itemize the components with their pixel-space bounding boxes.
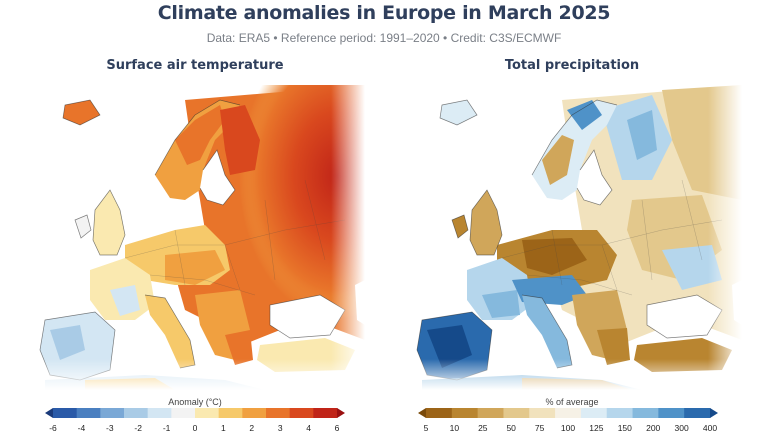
temperature-colorbar-segment (242, 408, 267, 418)
precipitation-tick-label: 300 (674, 423, 689, 433)
precipitation-colorbar-segment (684, 408, 711, 418)
precipitation-colorbar-segment (606, 408, 634, 418)
temperature-tick-label: 1 (221, 423, 226, 433)
precipitation-colorbar-segment (632, 408, 659, 418)
precipitation-tick-label: 200 (646, 423, 661, 433)
temperature-map (25, 80, 365, 390)
precipitation-colorbar-arrow-low (418, 408, 426, 418)
precipitation-map (402, 80, 742, 390)
precipitation-tick-label: 75 (534, 423, 545, 433)
temperature-colorbar-segment (53, 408, 78, 418)
temperature-tick-label: 3 (277, 423, 283, 433)
precipitation-tick-label: 125 (589, 423, 604, 433)
temperature-colorbar-segment (147, 408, 172, 418)
temperature-tick-label: 6 (334, 423, 340, 433)
temperature-colorbar-segment (76, 408, 101, 418)
precipitation-tick-label: 400 (702, 423, 718, 433)
temperature-panel-title: Surface air temperature (106, 58, 284, 73)
precipitation-colorbar-segment (555, 408, 582, 418)
precipitation-colorbar-segment (658, 408, 685, 418)
temperature-tick-label: 2 (249, 423, 255, 433)
precipitation-tick-label: 50 (506, 423, 516, 433)
temperature-tick-label: -4 (77, 423, 86, 433)
precipitation-tick-label: 150 (617, 423, 632, 433)
temperature-tick-label: 4 (306, 423, 311, 433)
precipitation-tick-label: 100 (560, 423, 576, 433)
temperature-colorbar-arrow-high (337, 408, 345, 418)
temperature-legend-title: Anomaly (°C) (168, 397, 222, 407)
precipitation-tick-label: 10 (449, 423, 460, 433)
precipitation-colorbar-segment (503, 408, 530, 418)
temperature-tick-label: 0 (192, 423, 198, 433)
precipitation-legend-title: % of average (545, 397, 599, 407)
temperature-tick-label: -6 (49, 423, 57, 433)
precipitation-colorbar (418, 408, 718, 418)
precipitation-tick-label: 25 (478, 423, 488, 433)
temperature-tick-label: -1 (162, 423, 171, 433)
temperature-tick-label: -3 (106, 423, 114, 433)
temperature-colorbar-segment (218, 408, 243, 418)
temperature-colorbar-arrow-low (45, 408, 53, 418)
page-title: Climate anomalies in Europe in March 202… (157, 2, 611, 24)
precipitation-colorbar-segment (580, 408, 608, 418)
precipitation-colorbar-segment (451, 408, 479, 418)
precipitation-colorbar-segment (529, 408, 556, 418)
precipitation-colorbar-segment (426, 408, 453, 418)
precipitation-tick-label: 5 (423, 423, 429, 433)
temperature-colorbar (45, 408, 345, 418)
precipitation-panel-title: Total precipitation (504, 58, 640, 73)
precipitation-colorbar-segment (477, 408, 504, 418)
temperature-colorbar-segment (195, 408, 220, 418)
temperature-colorbar-segment (313, 408, 338, 418)
page-subtitle: Data: ERA5 • Reference period: 1991–2020… (206, 31, 562, 45)
temperature-colorbar-segment (171, 408, 196, 418)
temperature-colorbar-segment (266, 408, 291, 418)
temperature-colorbar-segment (100, 408, 125, 418)
temperature-colorbar-segment (124, 408, 149, 418)
temperature-tick-label: -2 (134, 423, 142, 433)
temperature-colorbar-segment (289, 408, 314, 418)
precipitation-colorbar-arrow-high (710, 408, 718, 418)
